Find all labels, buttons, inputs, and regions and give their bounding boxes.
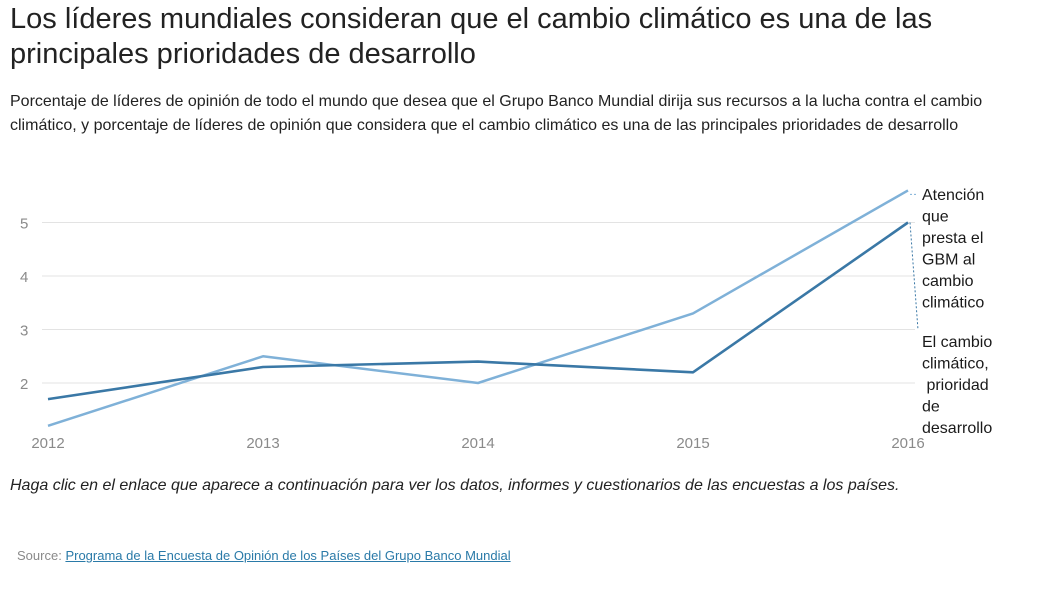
y-tick-label: 4 [20,269,28,286]
source-label: Source: [17,548,62,563]
series-label: Atención que presta el GBM al cambio climátic… [922,187,984,312]
series-label-line: desarrollo [922,420,992,437]
y-axis-ticks: 2 3 4 5 [20,216,28,394]
series-line-prioridad [47,221,909,401]
x-tick-label: 2013 [246,435,279,452]
series-label-line: climático [922,295,984,312]
series-lines [47,189,919,427]
series-label-line: presta el [922,230,983,247]
x-axis-ticks: 2012 2013 2014 2015 2016 [31,435,924,452]
series-label-line: Atención [922,187,984,204]
x-tick-label: 2014 [461,435,494,452]
instruction-note: Haga clic en el enlace que aparece a con… [10,477,900,494]
series-line-atencion [47,189,909,427]
line-chart: 2 3 4 5 2012 2013 2014 2015 2016 Atención que pre… [20,187,992,452]
chart-title: Los líderes mundiales consideran que el … [10,3,933,70]
x-tick-label: 2016 [891,435,924,452]
series-label-line: prioridad [922,377,989,394]
source-line: Source: Programa de la Encuesta de Opini… [17,548,511,563]
series-label-line: de [922,399,940,416]
x-tick-label: 2015 [676,435,709,452]
series-label-line: GBM al [922,252,975,269]
y-tick-label: 5 [20,216,28,233]
gridlines [42,222,915,384]
y-tick-label: 2 [20,376,28,393]
series-labels: Atención que presta el GBM al cambio climátic… [922,187,992,437]
chart-subtitle: Porcentaje de líderes de opinión de todo… [10,93,983,134]
source-link[interactable]: Programa de la Encuesta de Opinión de lo… [65,548,511,563]
x-tick-label: 2012 [31,435,64,452]
series-label-line: El cambio [922,334,992,351]
series-label: El cambio climático, prioridad de desarroll… [922,334,992,437]
label-connector [909,222,919,331]
y-tick-label: 3 [20,323,28,340]
series-label-line: que [922,209,949,226]
series-label-line: climático, [922,356,989,373]
series-label-line: cambio [922,273,974,290]
